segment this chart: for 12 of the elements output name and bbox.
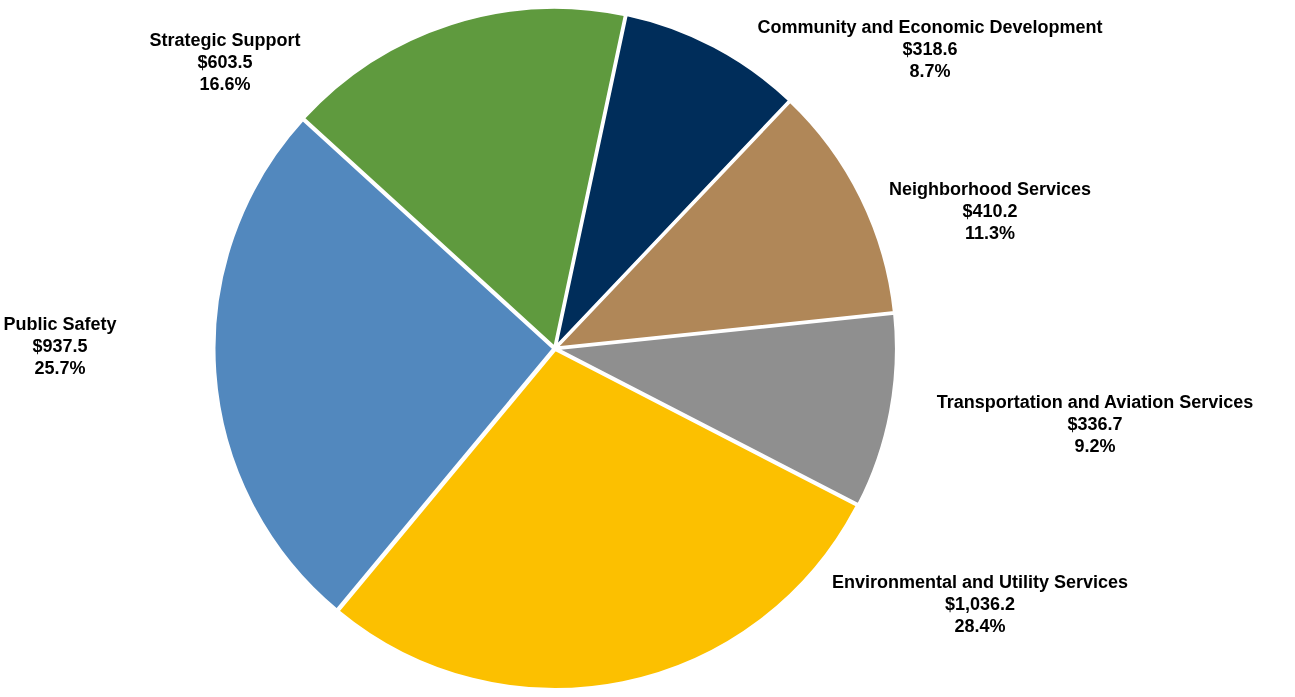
slice-label: Public Safety	[3, 313, 117, 334]
slice-label: Neighborhood Services	[888, 178, 1092, 199]
data-label: $937.5 25.7%	[32, 335, 88, 378]
slice-label: Community and Economic Development	[757, 16, 1103, 37]
slice-label: Environmental and Utility Services	[831, 571, 1129, 592]
slice-label: Transportation and Aviation Services	[936, 391, 1254, 412]
data-label: $410.2 11.3%	[962, 200, 1018, 243]
data-label: $603.5 16.6%	[197, 51, 253, 94]
slice-label: Strategic Support	[149, 29, 301, 50]
data-label: $318.6 8.7%	[902, 38, 958, 81]
data-label: $336.7 9.2%	[1067, 413, 1123, 456]
data-label: $1,036.2 28.4%	[944, 593, 1016, 636]
